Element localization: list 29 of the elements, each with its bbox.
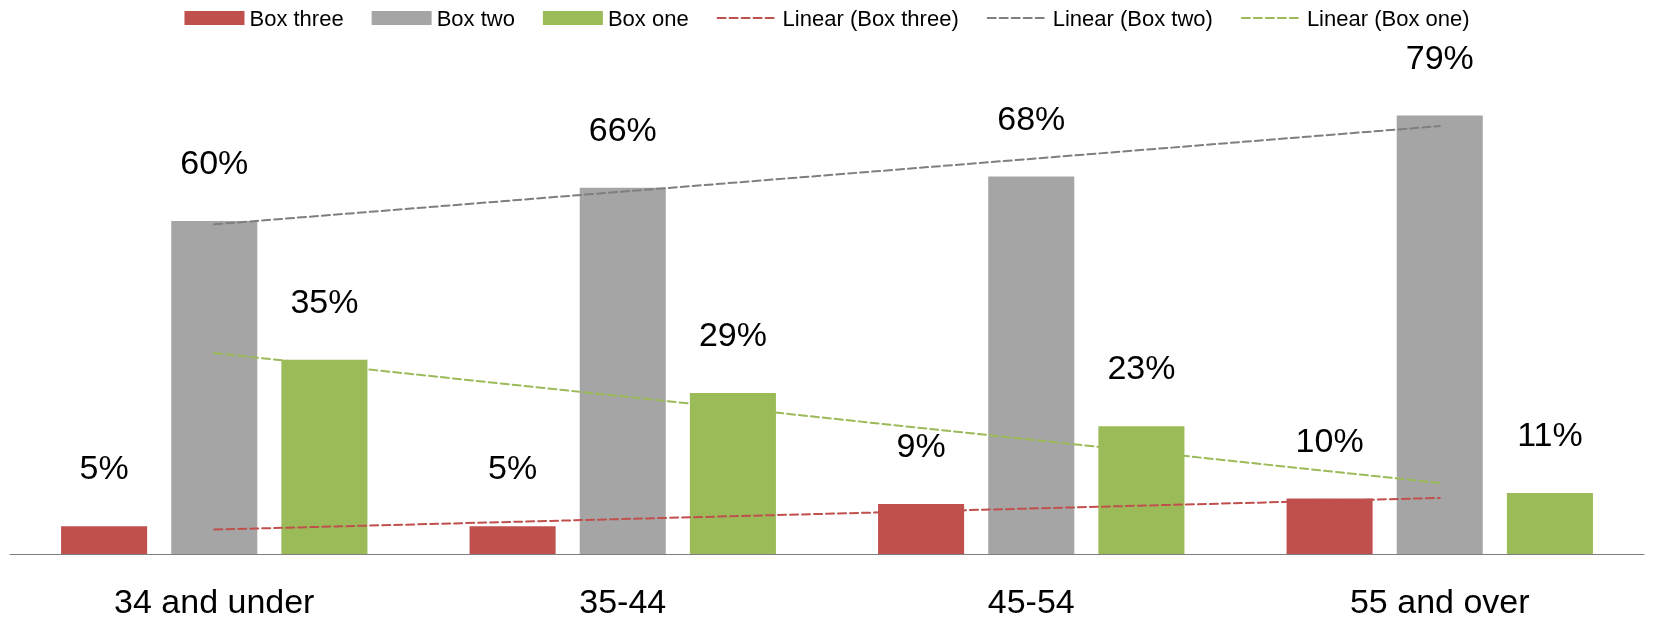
legend-label: Linear (Box two) xyxy=(1052,5,1213,31)
data-label: 35% xyxy=(290,281,359,320)
legend-label: Linear (Box one) xyxy=(1306,5,1470,31)
data-label: 23% xyxy=(1107,348,1176,387)
bar xyxy=(1396,115,1483,554)
data-label: 5% xyxy=(488,448,538,487)
data-label: 11% xyxy=(1517,414,1583,453)
data-label: 9% xyxy=(896,426,946,465)
legend-label: Box one xyxy=(607,5,689,31)
bar xyxy=(61,526,148,554)
bar xyxy=(1506,492,1593,554)
data-label: 66% xyxy=(588,109,657,148)
bar xyxy=(469,526,556,554)
x-tick-label: 55 and over xyxy=(1349,582,1530,618)
x-tick-label: 45-54 xyxy=(987,582,1075,618)
bar xyxy=(579,187,666,554)
bar xyxy=(988,176,1075,554)
legend-label: Linear (Box three) xyxy=(782,5,959,31)
legend-label: Box two xyxy=(436,5,515,31)
data-label: 68% xyxy=(997,98,1066,137)
data-label: 29% xyxy=(698,315,767,354)
x-tick-label: 35-44 xyxy=(579,582,667,618)
data-label: 60% xyxy=(180,143,249,181)
data-label: 10% xyxy=(1295,420,1364,459)
bar xyxy=(171,221,258,554)
data-label: 5% xyxy=(79,448,129,487)
x-tick-label: 34 and under xyxy=(114,582,315,618)
legend-label: Box three xyxy=(249,5,344,31)
data-label: 79% xyxy=(1405,37,1474,76)
